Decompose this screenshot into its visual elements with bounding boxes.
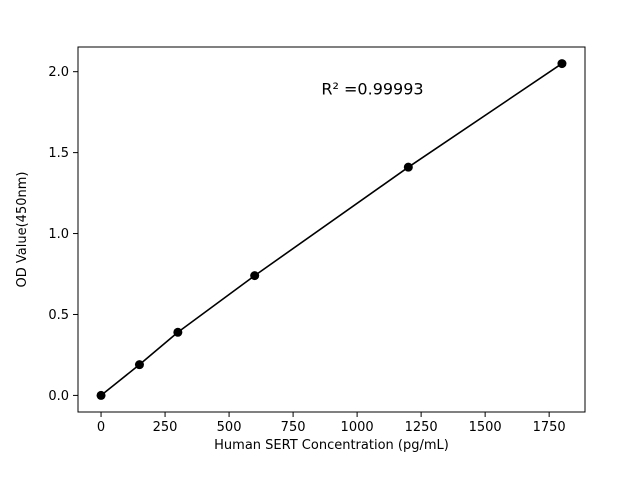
y-tick-label: 1.0 (48, 227, 69, 242)
x-tick-label: 500 (217, 420, 242, 435)
y-tick-label: 0.5 (48, 308, 69, 323)
x-axis-label: Human SERT Concentration (pg/mL) (214, 438, 449, 453)
data-point (96, 390, 106, 400)
x-tick-label: 1500 (469, 420, 502, 435)
data-point (250, 271, 260, 281)
y-tick-label: 0.0 (48, 389, 69, 404)
x-tick-label: 1250 (405, 420, 438, 435)
data-point (173, 327, 183, 337)
y-axis-label: OD Value(450nm) (15, 172, 30, 288)
data-point (134, 360, 144, 370)
r-squared-annotation: R² =0.99993 (321, 79, 423, 98)
plot-frame (77, 46, 586, 413)
data-point (403, 162, 413, 172)
y-tick-label: 2.0 (48, 65, 69, 80)
y-tick-label: 1.5 (48, 146, 69, 161)
x-tick-label: 1750 (533, 420, 566, 435)
data-point (557, 59, 567, 69)
x-tick-label: 1000 (341, 420, 374, 435)
x-tick-label: 0 (97, 420, 105, 435)
x-tick-label: 250 (153, 420, 178, 435)
data-line (100, 62, 563, 397)
x-tick-label: 750 (281, 420, 306, 435)
chart-generated-layer: 0 250 500 750 1000 1250 1500 1750 0.0 0.5 1.0 1.5 2.… (48, 46, 586, 435)
